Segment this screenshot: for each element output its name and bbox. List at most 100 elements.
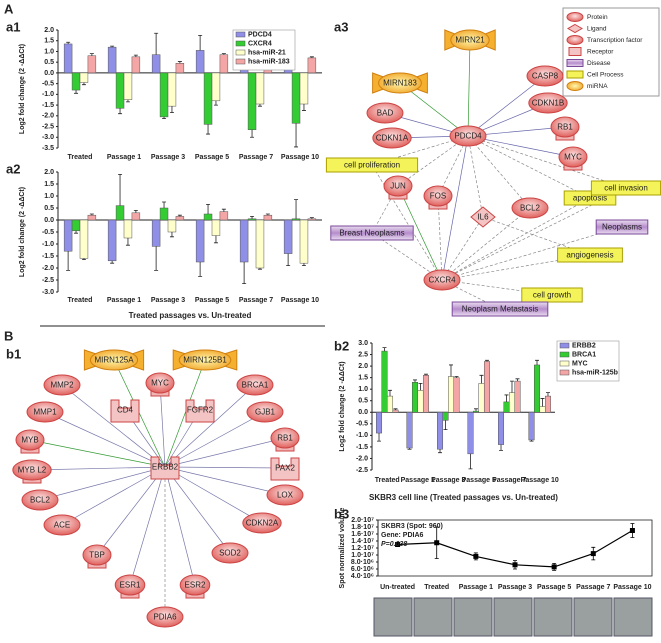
legend-label: BRCA1 — [572, 351, 596, 358]
error-bar — [89, 213, 94, 216]
bar — [63, 219, 73, 252]
bar — [422, 375, 429, 413]
error-bar — [545, 392, 550, 397]
y-tick-label: 1.0 — [44, 48, 54, 55]
node-label: LOX — [277, 491, 294, 500]
legend-swatch — [559, 360, 570, 367]
x-tick-label: Passage 1 — [107, 154, 141, 161]
y-axis-label: Log2 fold change (2 -ΔΔCt) — [19, 44, 26, 134]
bar — [307, 57, 317, 74]
y-tick-label: 3.0 — [358, 340, 368, 347]
node-label: MIRN21 — [455, 36, 485, 45]
bar — [437, 412, 444, 450]
edge — [96, 466, 166, 556]
edge — [467, 135, 591, 199]
protein-node — [211, 542, 249, 564]
error-bar — [257, 104, 262, 107]
annotation: Gene: PDIA6 — [381, 532, 424, 539]
error-bar — [499, 444, 504, 451]
legend-label: ERBB2 — [572, 342, 596, 349]
node-label: cell growth — [533, 291, 571, 300]
node-label: Neoplasms — [602, 223, 642, 232]
node-label: JUN — [390, 182, 406, 191]
bar — [167, 72, 177, 107]
x-tick-label: Passage 7 — [239, 154, 273, 161]
bar — [195, 219, 205, 263]
bar — [283, 219, 293, 254]
edge — [164, 384, 256, 468]
x-axis-label: Treated passages vs. Un-treated — [129, 311, 252, 320]
bar — [417, 390, 424, 413]
error-bar — [221, 208, 226, 212]
edge — [441, 197, 591, 281]
edge — [31, 466, 166, 471]
receptor-node — [185, 399, 215, 423]
edge — [164, 437, 286, 468]
legend-icon — [566, 70, 584, 79]
panel-label: a3 — [334, 19, 348, 34]
error-bar — [162, 201, 167, 208]
protein-node — [423, 269, 461, 291]
tf-node — [179, 574, 211, 596]
error-bar — [294, 199, 299, 219]
x-tick-label: Passage 1 — [107, 297, 141, 304]
y-tick-label: 2.0 — [358, 363, 368, 370]
bar — [115, 72, 125, 109]
y-tick-label: -1.0 — [42, 241, 54, 248]
node-label: CD4 — [117, 406, 134, 415]
error-bar — [423, 373, 428, 376]
y-tick-label: 1.5 — [358, 374, 368, 381]
error-bar — [301, 263, 306, 266]
y-tick-label: 2.5 — [358, 351, 368, 358]
bar — [167, 219, 177, 233]
bar — [376, 412, 383, 434]
bar — [87, 55, 97, 74]
protein-node — [21, 489, 59, 511]
error-bar — [540, 398, 545, 407]
process-node — [521, 287, 583, 303]
process-node — [557, 247, 623, 263]
legend-label: Transcription factor — [587, 37, 643, 44]
mirna-node — [89, 349, 139, 371]
node-label: MIRN125B1 — [183, 356, 227, 365]
error-bar — [413, 379, 418, 383]
node-label: SOD2 — [219, 549, 241, 558]
legend-icon — [566, 12, 584, 22]
bar — [211, 72, 221, 102]
edge — [129, 466, 166, 586]
error-bar — [213, 100, 218, 106]
legend-icon — [566, 81, 584, 91]
bar — [514, 380, 521, 413]
edge — [29, 439, 166, 468]
error-bar — [407, 448, 412, 450]
error-bar — [74, 230, 79, 234]
protein-node — [372, 127, 412, 149]
node-label: PDIA6 — [153, 613, 177, 622]
node-label: RB1 — [277, 434, 293, 443]
panel-label: a2 — [6, 161, 20, 176]
panel-label: B — [4, 328, 13, 343]
marker — [395, 542, 401, 547]
bar — [534, 364, 541, 413]
x-tick-label: Passage 3 — [498, 584, 532, 591]
x-tick-label: Passage 5 — [195, 154, 229, 161]
error-bar — [250, 216, 255, 219]
tf-node — [12, 459, 52, 481]
edge — [397, 135, 469, 187]
error-bar — [484, 359, 489, 362]
node-label: MYB — [21, 436, 38, 445]
error-bar — [448, 364, 453, 377]
legend-swatch — [559, 369, 570, 376]
y-tick-label: 1.0 — [358, 386, 368, 393]
protein-node — [528, 92, 568, 114]
error-bar — [309, 217, 314, 219]
error-bar — [118, 108, 123, 115]
error-bar — [221, 53, 226, 55]
error-bar — [169, 106, 174, 113]
legend-swatch — [559, 342, 570, 349]
y-tick-label: -3.0 — [42, 289, 54, 296]
node-label: ERBB2 — [152, 463, 179, 472]
error-bar — [169, 232, 174, 238]
y-tick-label: 1.4·10⁷ — [351, 538, 374, 545]
x-tick-label: Un-treated — [380, 584, 415, 591]
